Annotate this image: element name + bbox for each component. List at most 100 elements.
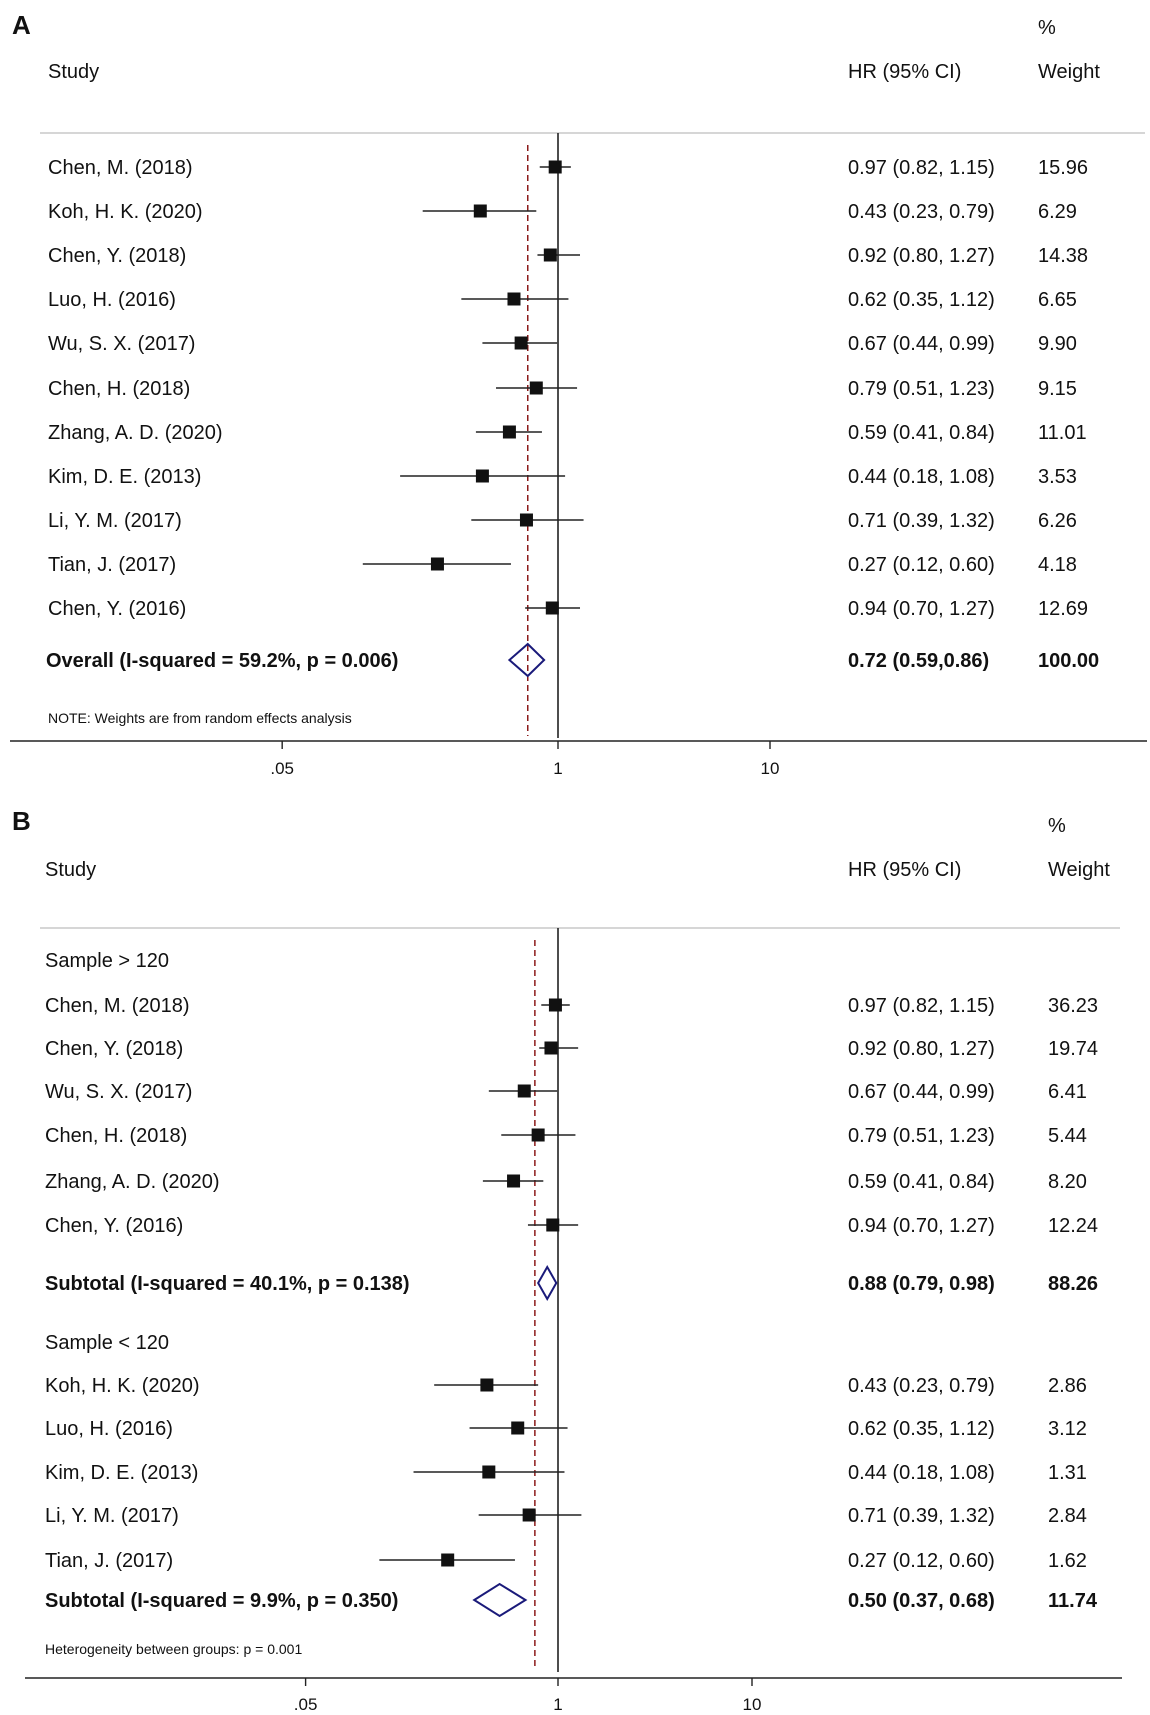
header-study: Study bbox=[45, 859, 96, 881]
point-estimate-marker bbox=[543, 248, 557, 262]
weight-value: 8.20 bbox=[1048, 1171, 1087, 1193]
subgroup-heading: Sample > 120 bbox=[45, 950, 169, 972]
forest-panel-A: A % Study HR (95% CI) Weight Chen, M. (2018) 0… bbox=[10, 10, 1147, 778]
weight-value: 19.74 bbox=[1048, 1038, 1098, 1060]
footnote: NOTE: Weights are from random effects an… bbox=[48, 710, 352, 726]
weight-value: 3.53 bbox=[1038, 466, 1077, 488]
hr-ci-value: 0.27 (0.12, 0.60) bbox=[848, 554, 995, 576]
hr-ci-value: 0.92 (0.80, 1.27) bbox=[848, 1038, 995, 1060]
point-estimate-marker bbox=[517, 1084, 531, 1098]
point-estimate-marker bbox=[522, 1508, 536, 1522]
point-estimate-marker bbox=[507, 292, 521, 306]
study-label: Chen, Y. (2016) bbox=[48, 598, 186, 620]
weight-value: 9.15 bbox=[1038, 378, 1077, 400]
point-estimate-marker bbox=[502, 425, 516, 439]
hr-ci-value: 0.79 (0.51, 1.23) bbox=[848, 378, 995, 400]
header-percent: % bbox=[1038, 17, 1056, 39]
point-estimate-marker bbox=[519, 513, 533, 527]
hr-ci-value: 0.59 (0.41, 0.84) bbox=[848, 422, 995, 444]
weight-value: 12.24 bbox=[1048, 1215, 1098, 1237]
point-estimate-marker bbox=[546, 1218, 560, 1232]
study-label: Chen, M. (2018) bbox=[48, 157, 193, 179]
point-estimate-marker bbox=[473, 204, 487, 218]
hr-ci-value: 0.71 (0.39, 1.32) bbox=[848, 510, 995, 532]
panel-label: A bbox=[12, 10, 31, 40]
hr-ci-value: 0.94 (0.70, 1.27) bbox=[848, 598, 995, 620]
weight-value: 3.12 bbox=[1048, 1418, 1087, 1440]
weight-value: 6.65 bbox=[1038, 289, 1077, 311]
x-tick-label: .05 bbox=[294, 1695, 318, 1714]
hr-ci-value: 0.59 (0.41, 0.84) bbox=[848, 1171, 995, 1193]
weight-value: 4.18 bbox=[1038, 554, 1077, 576]
hr-ci-value: 0.92 (0.80, 1.27) bbox=[848, 245, 995, 267]
weight-value: 1.62 bbox=[1048, 1550, 1087, 1572]
hr-ci-value: 0.62 (0.35, 1.12) bbox=[848, 1418, 995, 1440]
study-label: Chen, M. (2018) bbox=[45, 995, 190, 1017]
header-study: Study bbox=[48, 61, 99, 83]
weight-value: 36.23 bbox=[1048, 995, 1098, 1017]
study-label: Kim, D. E. (2013) bbox=[48, 466, 201, 488]
point-estimate-marker bbox=[511, 1421, 525, 1435]
hr-ci-value: 0.67 (0.44, 0.99) bbox=[848, 333, 995, 355]
weight-value: 5.44 bbox=[1048, 1125, 1087, 1147]
header-weight: Weight bbox=[1038, 61, 1100, 83]
study-label: Koh, H. K. (2020) bbox=[48, 201, 203, 223]
forest-panel-B: B % Study HR (95% CI) Weight Sample > 120 Chen… bbox=[12, 806, 1122, 1714]
summary-diamond bbox=[536, 1264, 558, 1302]
study-label: Chen, Y. (2018) bbox=[48, 245, 186, 267]
study-label: Chen, Y. (2016) bbox=[45, 1215, 183, 1237]
study-label: Chen, H. (2018) bbox=[48, 378, 190, 400]
study-label: Koh, H. K. (2020) bbox=[45, 1375, 200, 1397]
point-estimate-marker bbox=[548, 998, 562, 1012]
study-label: Li, Y. M. (2017) bbox=[48, 510, 182, 532]
x-tick-label: .05 bbox=[270, 759, 294, 778]
hr-ci-value: 0.97 (0.82, 1.15) bbox=[848, 995, 995, 1017]
point-estimate-marker bbox=[529, 381, 543, 395]
summary-diamond bbox=[472, 1582, 528, 1618]
study-label: Tian, J. (2017) bbox=[45, 1550, 173, 1572]
panel-label: B bbox=[12, 806, 31, 836]
point-estimate-marker bbox=[514, 336, 528, 350]
point-estimate-marker bbox=[544, 1041, 558, 1055]
study-label: Chen, Y. (2018) bbox=[45, 1038, 183, 1060]
study-label: Li, Y. M. (2017) bbox=[45, 1505, 179, 1527]
study-label: Wu, S. X. (2017) bbox=[48, 333, 195, 355]
study-label: Luo, H. (2016) bbox=[48, 289, 176, 311]
weight-value: 1.31 bbox=[1048, 1462, 1087, 1484]
x-tick-label: 10 bbox=[761, 759, 780, 778]
weight-value: 6.41 bbox=[1048, 1081, 1087, 1103]
point-estimate-marker bbox=[507, 1174, 521, 1188]
hr-ci-value: 0.71 (0.39, 1.32) bbox=[848, 1505, 995, 1527]
weight-value: 15.96 bbox=[1038, 157, 1088, 179]
study-label: Chen, H. (2018) bbox=[45, 1125, 187, 1147]
summary-diamond bbox=[507, 642, 546, 678]
hr-ci-value: 0.94 (0.70, 1.27) bbox=[848, 1215, 995, 1237]
weight-value: 6.26 bbox=[1038, 510, 1077, 532]
summary-label: Subtotal (I-squared = 9.9%, p = 0.350) bbox=[45, 1590, 398, 1612]
hr-ci-value: 0.67 (0.44, 0.99) bbox=[848, 1081, 995, 1103]
study-label: Zhang, A. D. (2020) bbox=[45, 1171, 220, 1193]
subgroup-heading: Sample < 120 bbox=[45, 1332, 169, 1354]
x-tick-label: 10 bbox=[743, 1695, 762, 1714]
summary-weight-value: 88.26 bbox=[1048, 1273, 1098, 1295]
weight-value: 9.90 bbox=[1038, 333, 1077, 355]
header-percent: % bbox=[1048, 815, 1066, 837]
point-estimate-marker bbox=[545, 601, 559, 615]
hr-ci-value: 0.79 (0.51, 1.23) bbox=[848, 1125, 995, 1147]
study-label: Luo, H. (2016) bbox=[45, 1418, 173, 1440]
hr-ci-value: 0.43 (0.23, 0.79) bbox=[848, 1375, 995, 1397]
weight-value: 12.69 bbox=[1038, 598, 1088, 620]
weight-value: 14.38 bbox=[1038, 245, 1088, 267]
study-label: Tian, J. (2017) bbox=[48, 554, 176, 576]
point-estimate-marker bbox=[548, 160, 562, 174]
weight-value: 2.84 bbox=[1048, 1505, 1087, 1527]
summary-label: Subtotal (I-squared = 40.1%, p = 0.138) bbox=[45, 1273, 410, 1295]
footnote: Heterogeneity between groups: p = 0.001 bbox=[45, 1641, 302, 1657]
study-label: Wu, S. X. (2017) bbox=[45, 1081, 192, 1103]
summary-hr-ci-value: 0.50 (0.37, 0.68) bbox=[848, 1590, 995, 1612]
summary-label: Overall (I-squared = 59.2%, p = 0.006) bbox=[46, 650, 398, 672]
summary-hr-ci-value: 0.72 (0.59,0.86) bbox=[848, 650, 989, 672]
weight-value: 11.01 bbox=[1038, 422, 1087, 444]
hr-ci-value: 0.44 (0.18, 1.08) bbox=[848, 466, 995, 488]
